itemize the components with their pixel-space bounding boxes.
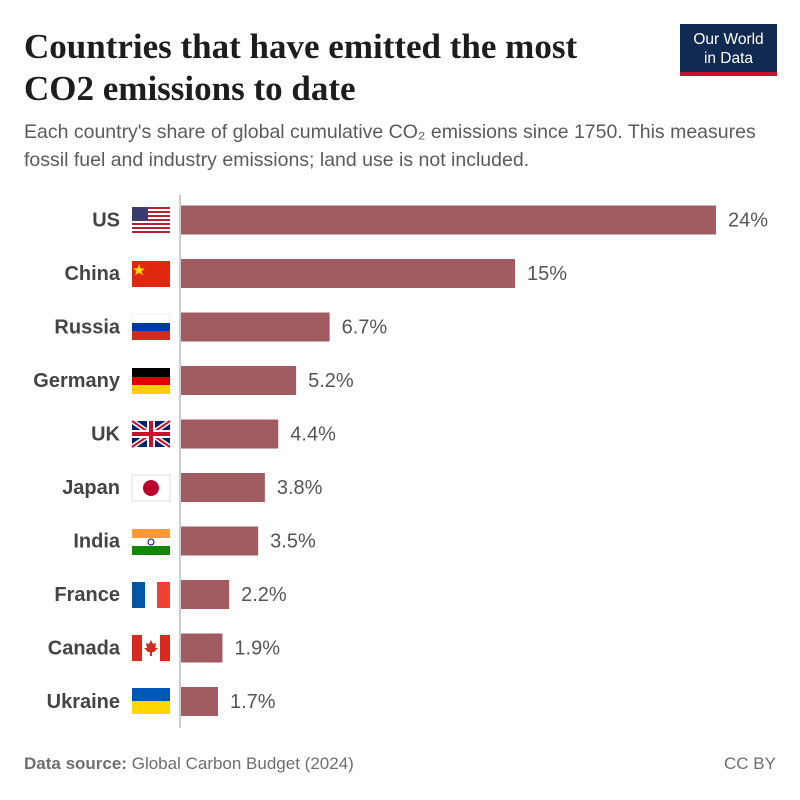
flag (132, 635, 170, 661)
chart-title: Countries that have emitted the most CO2… (24, 27, 578, 108)
bar (181, 633, 223, 663)
category-label: US (92, 209, 120, 231)
flags (130, 207, 172, 714)
bar (181, 259, 515, 288)
bar (181, 205, 716, 235)
flag (131, 474, 171, 502)
category-label: China (64, 263, 120, 285)
bar (181, 312, 330, 342)
category-label: Canada (48, 637, 121, 659)
flag (132, 368, 170, 394)
category-label: Ukraine (47, 691, 120, 713)
logo-line: Our World (693, 31, 764, 48)
category-label: India (73, 530, 121, 552)
source: Global Carbon Budget (2024) (131, 754, 354, 773)
category-label: Germany (33, 370, 121, 392)
value-label: 24% (728, 209, 768, 231)
flag (132, 207, 170, 233)
chart-subtitle: Each country's share of global cumulativ… (24, 121, 756, 171)
bar (181, 580, 230, 609)
value-label: 5.2% (308, 370, 354, 392)
logo: Our World in Data (680, 24, 777, 76)
source-label: Data source: (24, 754, 127, 773)
chart: US 24% China 15% Russia 6.7% Germany 5.2% UK 4.4%… (33, 195, 768, 728)
flag (132, 582, 170, 608)
bar (181, 473, 265, 502)
bar (181, 526, 259, 556)
bar (181, 419, 279, 449)
flag (131, 313, 171, 340)
flag (130, 418, 172, 450)
value-label: 1.9% (234, 637, 280, 659)
value-label: 4.4% (290, 423, 336, 445)
bar (181, 366, 297, 395)
category-label: Russia (54, 316, 120, 338)
flag (132, 261, 170, 287)
value-label: 15% (527, 263, 567, 285)
value-label: 6.7% (342, 316, 388, 338)
value-label: 1.7% (230, 691, 276, 713)
flag (132, 529, 170, 555)
footer: Data source: Global Carbon Budget (2024)… (24, 754, 776, 774)
category-label: Japan (62, 477, 120, 499)
logo-line: in Data (703, 50, 754, 67)
category-label: France (54, 584, 120, 606)
license: CC BY (724, 754, 776, 773)
category-label: UK (91, 423, 120, 445)
value-label: 3.8% (277, 477, 323, 499)
flag (132, 688, 170, 714)
bar (181, 687, 218, 716)
value-label: 2.2% (241, 584, 287, 606)
value-label: 3.5% (270, 530, 316, 552)
